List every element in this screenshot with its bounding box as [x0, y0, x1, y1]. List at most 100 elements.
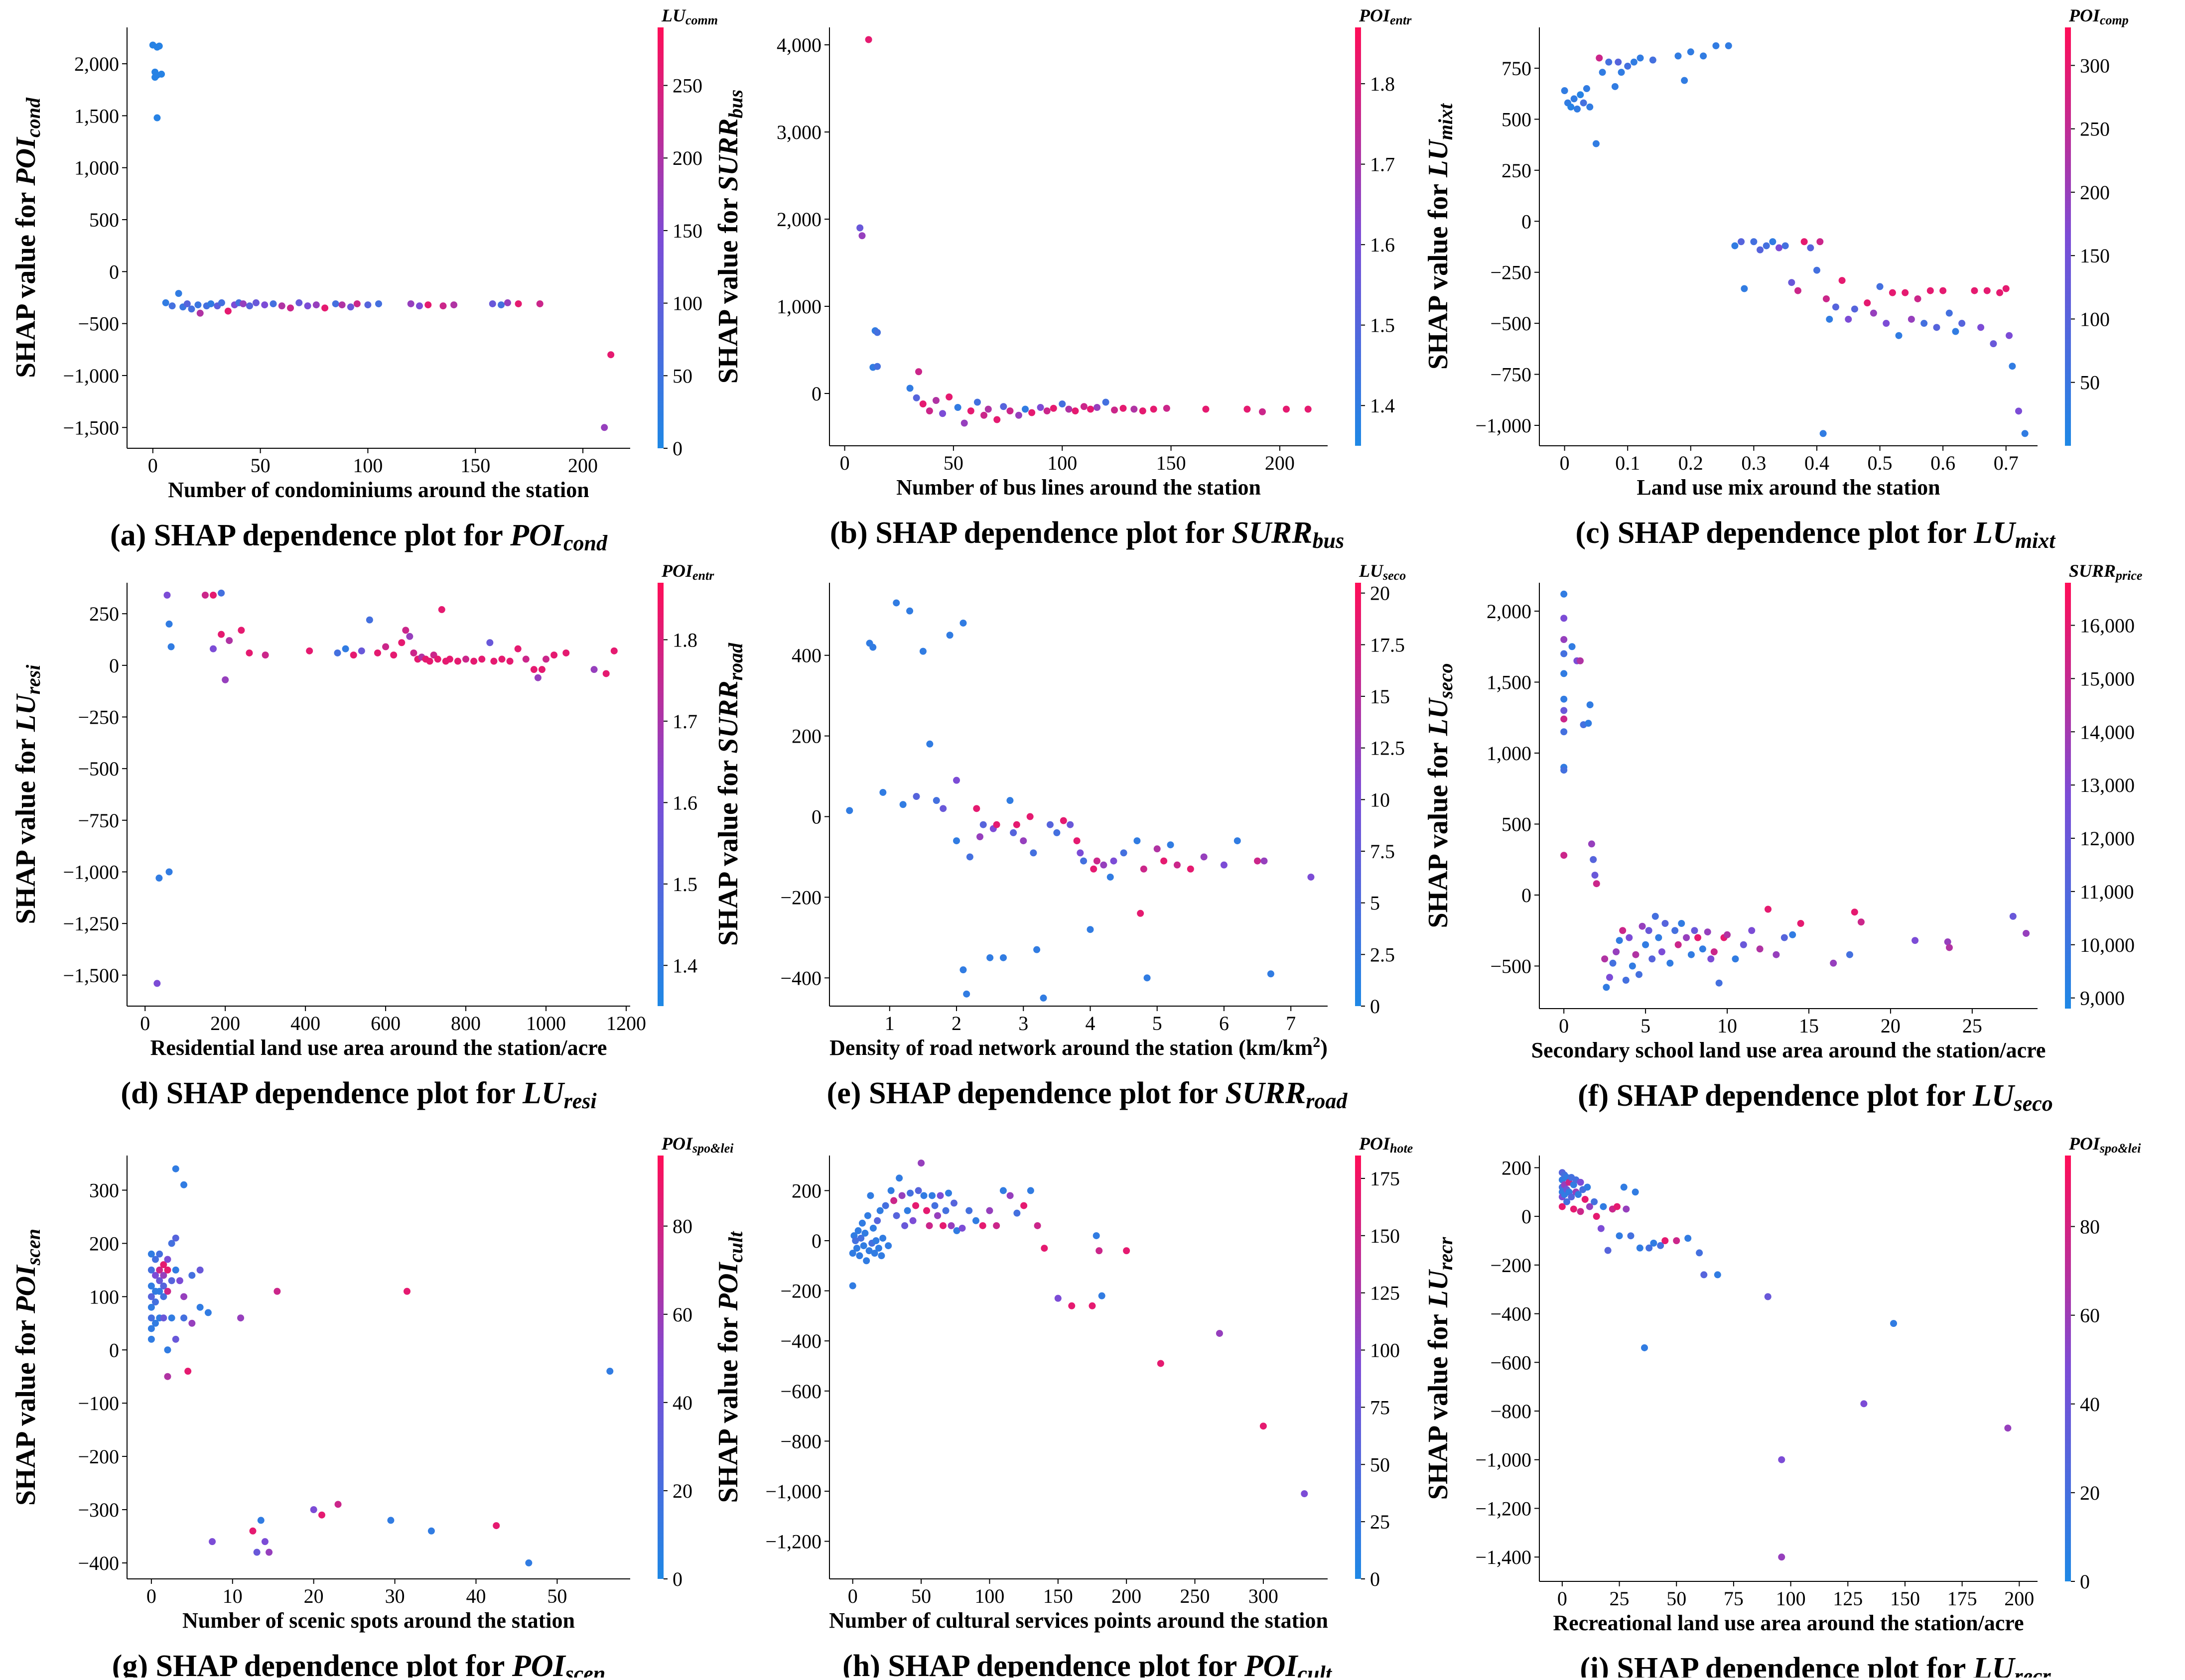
- data-point: [1933, 324, 1940, 331]
- data-point: [262, 651, 269, 659]
- data-point: [959, 966, 967, 974]
- data-point: [967, 407, 974, 414]
- data-point: [1846, 951, 1853, 958]
- data-point: [1627, 1232, 1635, 1240]
- data-point: [1560, 650, 1568, 657]
- data-point: [1095, 1247, 1103, 1255]
- y-tick-label: −1,400: [1475, 1546, 1531, 1568]
- colorbar-tick-label: 200: [673, 147, 702, 169]
- data-point: [899, 801, 907, 808]
- y-tick-label: −1,000: [63, 861, 119, 883]
- data-point: [1622, 977, 1630, 984]
- data-point: [1851, 305, 1858, 313]
- data-point: [979, 821, 987, 828]
- y-tick-label: 3,000: [777, 121, 821, 143]
- data-point: [218, 589, 225, 597]
- data-point: [1568, 1193, 1575, 1201]
- y-tick-label: 400: [792, 645, 821, 667]
- data-point: [1707, 955, 1715, 963]
- data-point: [893, 1212, 900, 1219]
- y-tick-label: −400: [780, 1330, 821, 1352]
- data-point: [1731, 242, 1739, 250]
- panel-f: −500 0 500 1,000 1,500 2,000 0 5 10 15 20 25Seconda…: [1423, 561, 2142, 1116]
- data-point: [1160, 857, 1168, 865]
- data-point: [1590, 856, 1597, 863]
- data-point: [1202, 405, 1210, 413]
- data-point: [152, 1298, 159, 1306]
- data-point: [1649, 56, 1656, 64]
- data-point: [406, 633, 413, 640]
- colorbar-title: LUseco: [1359, 561, 1406, 583]
- data-point: [913, 394, 920, 401]
- y-tick-label: 1,000: [777, 295, 821, 318]
- data-point: [980, 411, 988, 419]
- data-point: [1666, 959, 1674, 967]
- data-point: [1130, 405, 1138, 413]
- data-point: [1838, 277, 1846, 284]
- x-tick-label: 100: [1776, 1587, 1806, 1610]
- data-point: [498, 301, 505, 309]
- y-tick-label: −1,000: [1475, 414, 1531, 437]
- data-point: [999, 954, 1007, 961]
- data-point: [253, 1549, 261, 1556]
- data-point: [1059, 400, 1066, 407]
- data-point: [893, 599, 900, 607]
- data-point: [147, 1314, 155, 1322]
- data-point: [1013, 1209, 1021, 1217]
- data-point: [2021, 430, 2029, 437]
- data-point: [153, 114, 161, 122]
- data-point: [1153, 845, 1161, 853]
- data-point: [334, 1501, 342, 1508]
- data-point: [1765, 905, 1772, 913]
- data-point: [1022, 405, 1029, 413]
- data-point: [1645, 1244, 1653, 1252]
- data-point: [1738, 238, 1745, 246]
- x-axis-label: Secondary school land use area around th…: [1531, 1038, 2046, 1062]
- data-point: [972, 1217, 979, 1224]
- data-point: [1573, 105, 1581, 113]
- data-point: [1687, 951, 1695, 958]
- data-point: [1671, 927, 1679, 934]
- data-point: [874, 1217, 881, 1224]
- data-point: [156, 1266, 163, 1274]
- data-point: [358, 647, 365, 654]
- data-point: [1054, 1294, 1062, 1302]
- y-tick-label: −200: [78, 1445, 119, 1468]
- colorbar-tick-label: 2.5: [1370, 943, 1395, 966]
- data-point: [147, 1335, 155, 1343]
- data-point: [940, 805, 947, 812]
- colorbar-tick-label: 175: [1370, 1167, 1400, 1190]
- data-point: [164, 1288, 171, 1295]
- data-point: [438, 606, 445, 613]
- data-point: [160, 1261, 167, 1269]
- data-point: [1560, 615, 1568, 622]
- data-point: [976, 833, 984, 840]
- x-tick-label: 175: [1947, 1587, 1977, 1610]
- x-tick-label: 200: [1111, 1585, 1141, 1607]
- data-point: [151, 74, 159, 81]
- colorbar-tick-label: 0: [1370, 1568, 1380, 1590]
- data-point: [1725, 42, 1732, 49]
- data-point: [1006, 1192, 1014, 1199]
- data-point: [180, 1293, 188, 1300]
- colorbar-tick-label: 7.5: [1370, 840, 1395, 863]
- x-tick-label: 7: [1286, 1012, 1296, 1034]
- data-point: [915, 368, 923, 376]
- data-point: [610, 647, 618, 654]
- y-axis-label: SHAP value for LUseco: [1423, 663, 1457, 928]
- data-point: [898, 1192, 906, 1199]
- data-point: [515, 300, 522, 307]
- data-point: [869, 644, 877, 651]
- data-point: [1574, 1191, 1582, 1198]
- data-point: [1715, 979, 1723, 987]
- x-tick-label: 0.3: [1741, 452, 1766, 474]
- data-point: [530, 666, 538, 673]
- data-point: [1822, 295, 1830, 302]
- data-point: [347, 303, 354, 311]
- colorbar-tick-label: 1.4: [1370, 394, 1395, 417]
- data-point: [1593, 1213, 1600, 1220]
- data-point: [1560, 636, 1568, 643]
- data-point: [1030, 849, 1037, 857]
- colorbar: [1355, 583, 1361, 1006]
- colorbar-tick-label: 1.8: [673, 629, 697, 651]
